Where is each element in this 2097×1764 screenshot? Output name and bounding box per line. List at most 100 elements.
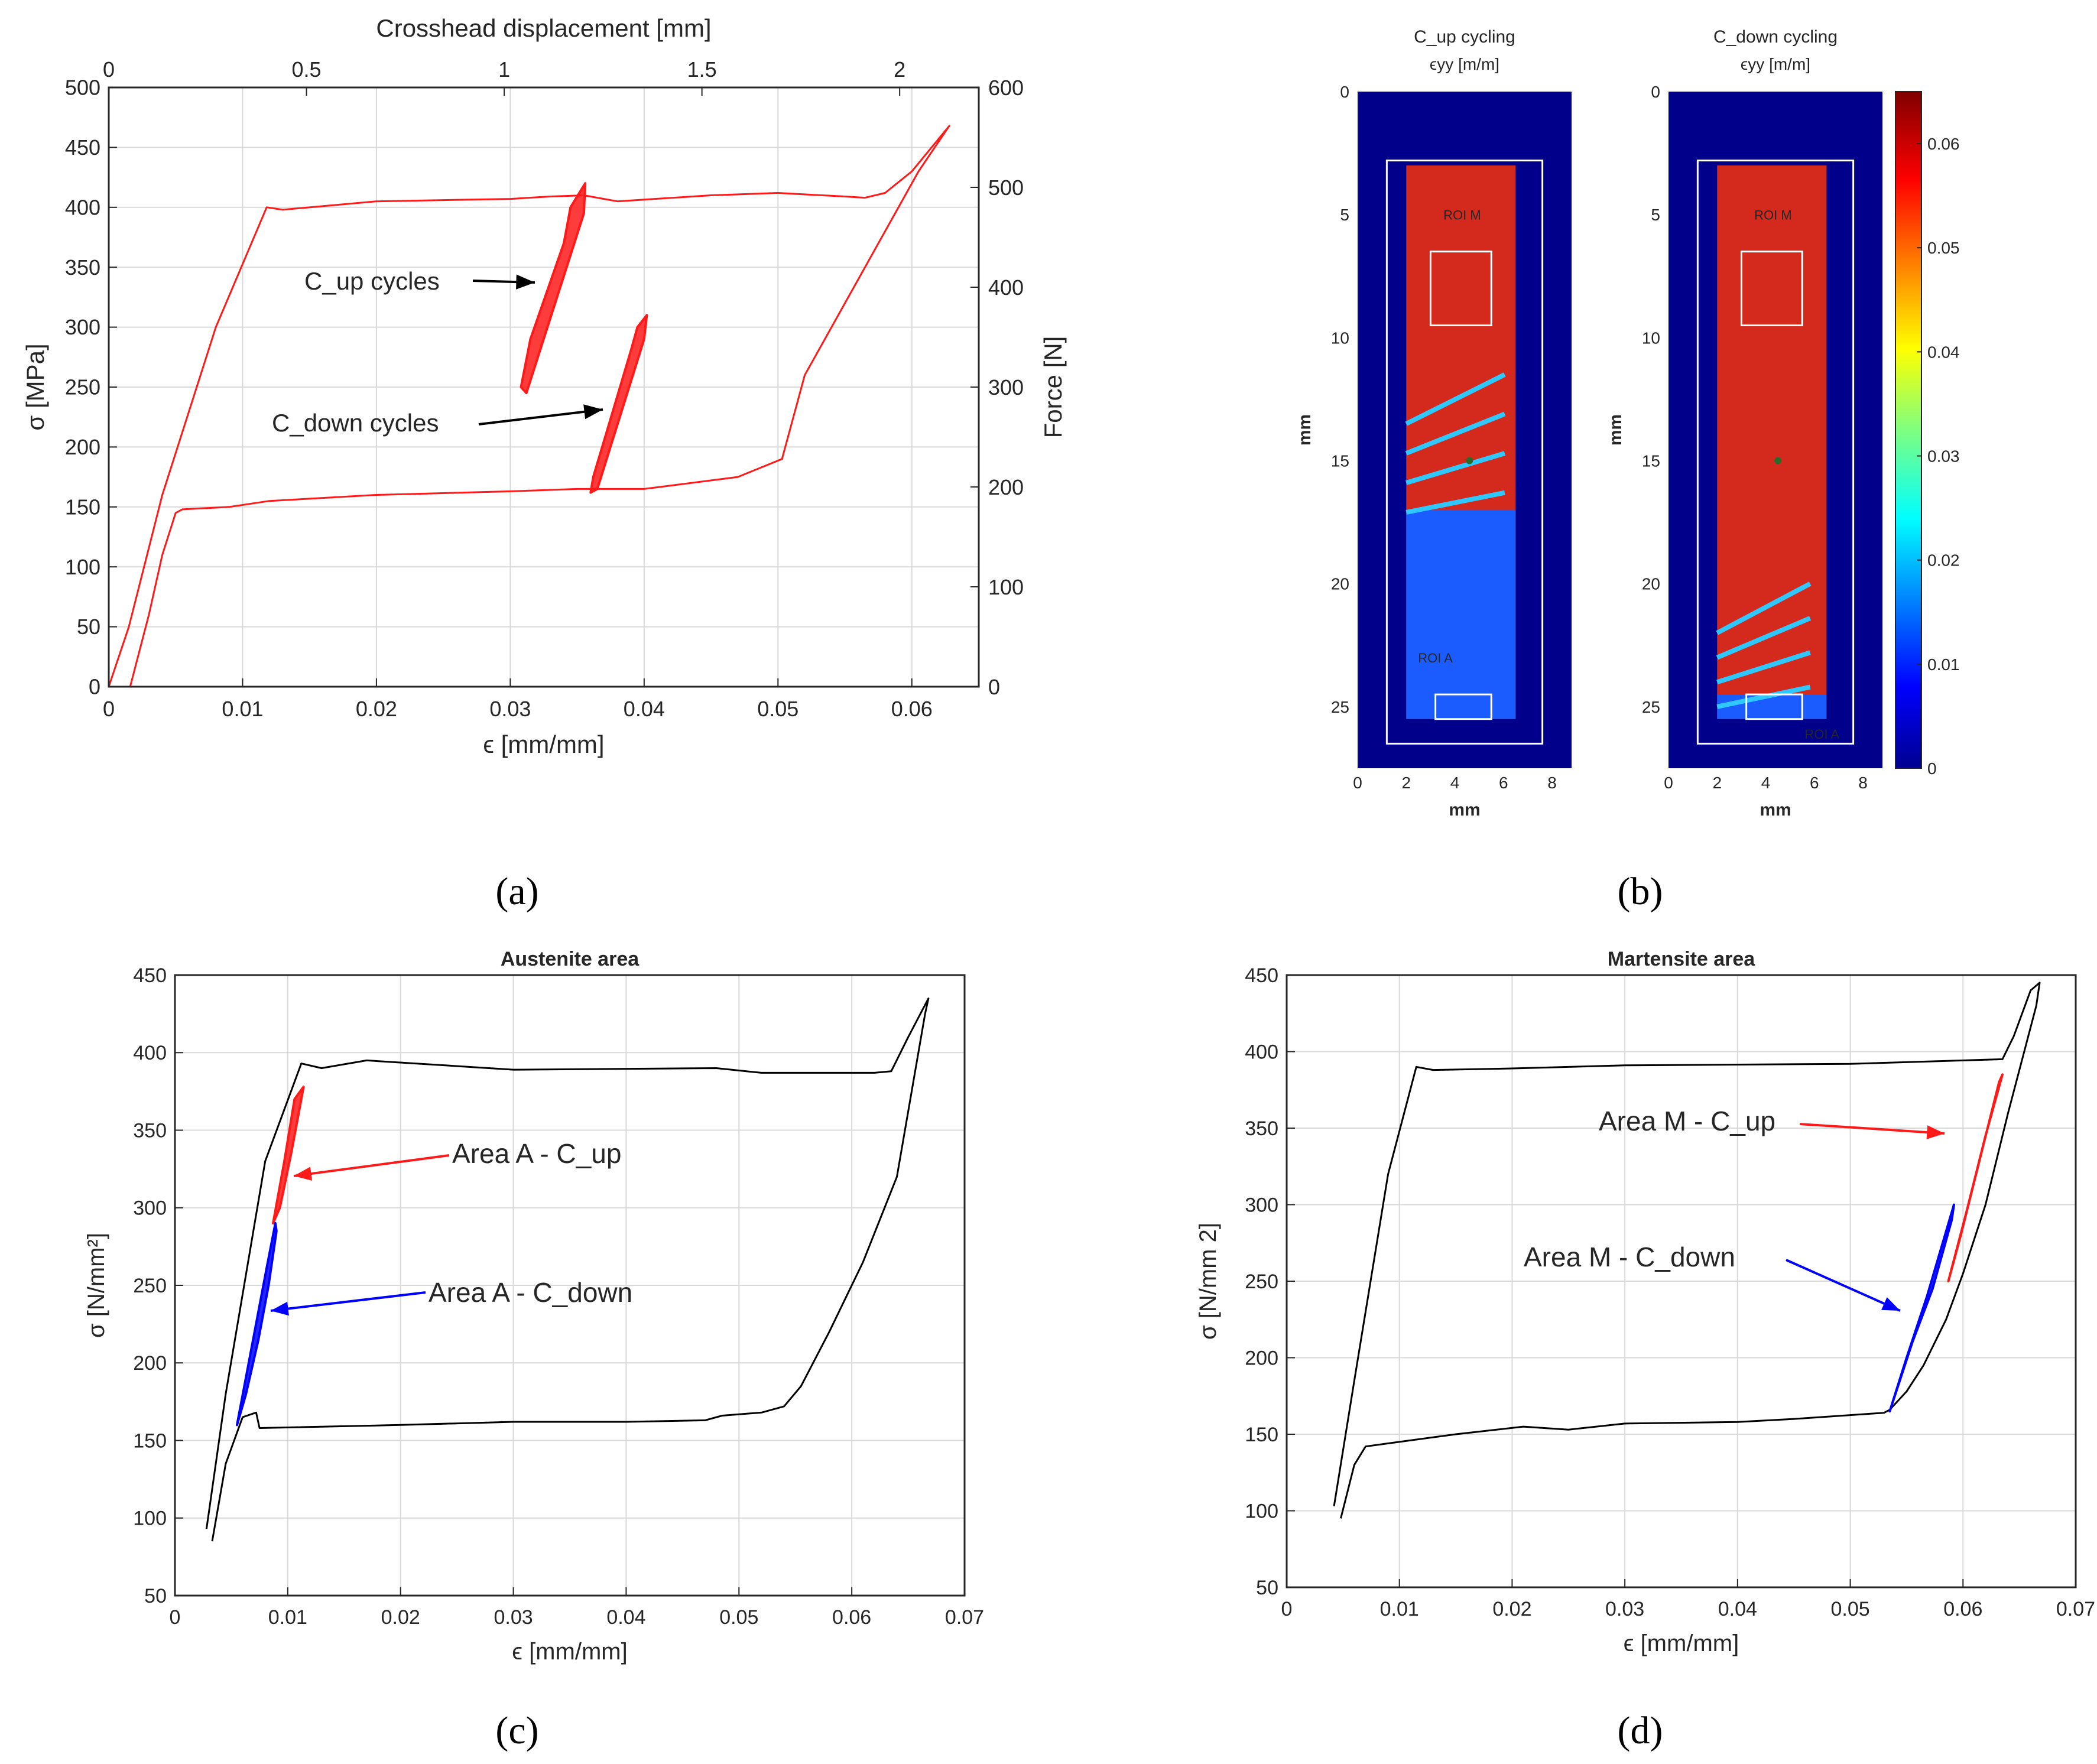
x2-tick-label: 1.5 [687, 57, 717, 82]
y-axis-label: σ [N/mm 2] [1195, 1223, 1221, 1340]
x-tick-label: 0.02 [356, 697, 397, 721]
y-tick-label: 350 [1245, 1117, 1278, 1140]
x-tick-label: 0.03 [494, 1606, 533, 1629]
x-tick-label: 0.03 [1605, 1598, 1644, 1620]
x-axis-label: ϵ [mm/mm] [483, 730, 604, 758]
x-tick-label: 0.01 [222, 697, 263, 721]
x-tick-label: 0.05 [1830, 1598, 1869, 1620]
x-tick-label: 0.01 [1380, 1598, 1419, 1620]
y-tick-label: 200 [65, 435, 100, 459]
x-tick-label: 8 [1547, 774, 1557, 792]
transformation-band [1405, 451, 1506, 485]
y-tick-label: 50 [77, 615, 100, 639]
transformation-band [1716, 684, 1811, 709]
gauge-frame [1696, 160, 1855, 745]
y-tick-label: 15 [1331, 452, 1349, 470]
y-tick-label: 100 [65, 555, 100, 579]
y2-tick-label: 0 [988, 675, 1000, 699]
x-axis-label: mm [1760, 800, 1791, 820]
panel-label-d: (d) [1618, 1709, 1663, 1752]
transformation-band [1405, 490, 1505, 515]
arrow-area-a-c-down-shaft [270, 1291, 426, 1312]
x-tick-label: 0.06 [1943, 1598, 1982, 1620]
transformation-band [1716, 616, 1812, 660]
x2-tick-label: 1 [498, 57, 510, 82]
y-axis-label: σ [MPa] [21, 343, 49, 430]
x-tick-label: 0 [103, 697, 115, 721]
x-tick-label: 0.05 [719, 1606, 758, 1629]
y-tick-label: 20 [1642, 575, 1660, 593]
y2-tick-label: 600 [988, 76, 1024, 100]
y-tick-label: 500 [65, 76, 100, 100]
series-main-cycle [1333, 982, 2041, 1519]
x-tick-label: 0.05 [757, 697, 798, 721]
y-tick-label: 150 [65, 495, 100, 519]
strain-map-c-down: ROI M ROI A 0 2 4 6 8 0 5 10 15 20 25 mm mm C_down cycl… [1606, 27, 1882, 820]
arrow-area-m-c-up-shaft [1799, 1123, 1945, 1135]
y-tick-label: 10 [1642, 329, 1660, 347]
y2-tick-label: 100 [988, 575, 1024, 599]
marker-dot [1774, 457, 1782, 464]
y-axis-label: σ [N/mm²] [83, 1233, 109, 1338]
map-subtitle: ϵyy [m/m] [1430, 55, 1499, 73]
series-loop-2 [589, 314, 648, 494]
series-loop-1 [520, 182, 587, 395]
roi-a-label: ROI A [1418, 651, 1453, 665]
transformation-band [1716, 650, 1811, 685]
annotation-area-m-c-up: Area M - C_up [1599, 1106, 1775, 1136]
x-tick-label: 0.07 [945, 1606, 984, 1629]
x-tick-label: 0.02 [381, 1606, 420, 1629]
transformation-band [1405, 411, 1506, 456]
plot-frame [1286, 974, 2077, 1588]
x-tick-label: 0.06 [832, 1606, 871, 1629]
y-tick-label: 50 [144, 1585, 167, 1607]
y-tick-label: 5 [1651, 206, 1660, 224]
y-tick-label: 250 [133, 1275, 167, 1297]
marker-dot [1466, 457, 1473, 464]
y-tick-label: 450 [133, 964, 167, 987]
y-tick-label: 50 [1256, 1577, 1278, 1599]
y-tick-label: 20 [1331, 575, 1349, 593]
specimen-low-strain [1717, 694, 1827, 719]
x-tick-label: 0.04 [624, 697, 665, 721]
x-tick-label: 2 [1401, 774, 1411, 792]
chart-d: 0 0.01 0.02 0.03 0.04 0.05 0.06 0.07 50 100 150 200… [1195, 948, 2095, 1656]
roi-m-label: ROI M [1754, 208, 1792, 223]
x-axis-label: ϵ [mm/mm] [512, 1639, 627, 1665]
y-tick-label: 100 [133, 1508, 167, 1530]
series-loop-2 [1888, 1203, 1955, 1413]
gauge-frame [1385, 160, 1544, 745]
colorbar-tick-label: 0.01 [1927, 655, 1960, 674]
panel-label-a: (a) [495, 870, 538, 913]
x-tick-label: 0.04 [1718, 1598, 1757, 1620]
y-tick-label: 300 [1245, 1194, 1278, 1216]
y2-tick-label: 200 [988, 475, 1024, 499]
x-tick-label: 6 [1499, 774, 1508, 792]
y-tick-label: 0 [1340, 83, 1349, 101]
x-tick-label: 4 [1761, 774, 1771, 792]
roi-a-box [1745, 693, 1803, 720]
y2-axis-label: Force [N] [1039, 336, 1067, 438]
x2-axis-label: Crosshead displacement [mm] [376, 14, 711, 42]
x-tick-label: 0 [1353, 774, 1362, 792]
x-tick-label: 0 [1664, 774, 1673, 792]
y-axis-label: mm [1606, 414, 1625, 446]
y-tick-label: 250 [65, 375, 100, 399]
series-loop-1 [272, 1086, 305, 1224]
y-tick-label: 0 [89, 675, 100, 699]
y-tick-label: 350 [65, 255, 100, 280]
roi-a-box [1434, 693, 1492, 720]
roi-m-box [1429, 251, 1492, 327]
x-axis-label: mm [1449, 800, 1480, 820]
map-title: C_down cycling [1713, 27, 1838, 47]
y-tick-label: 5 [1340, 206, 1349, 224]
y-tick-label: 100 [1245, 1500, 1278, 1522]
arrow-c-down-shaft [478, 408, 603, 425]
y-tick-label: 200 [133, 1352, 167, 1375]
arrow-area-m-c-up-head [1926, 1125, 1945, 1139]
x-tick-label: 8 [1858, 774, 1868, 792]
x-tick-label: 0 [170, 1606, 181, 1629]
colorbar-tick-label: 0 [1927, 759, 1937, 778]
arrow-area-a-c-up-shaft [293, 1154, 450, 1177]
x-tick-label: 6 [1810, 774, 1819, 792]
